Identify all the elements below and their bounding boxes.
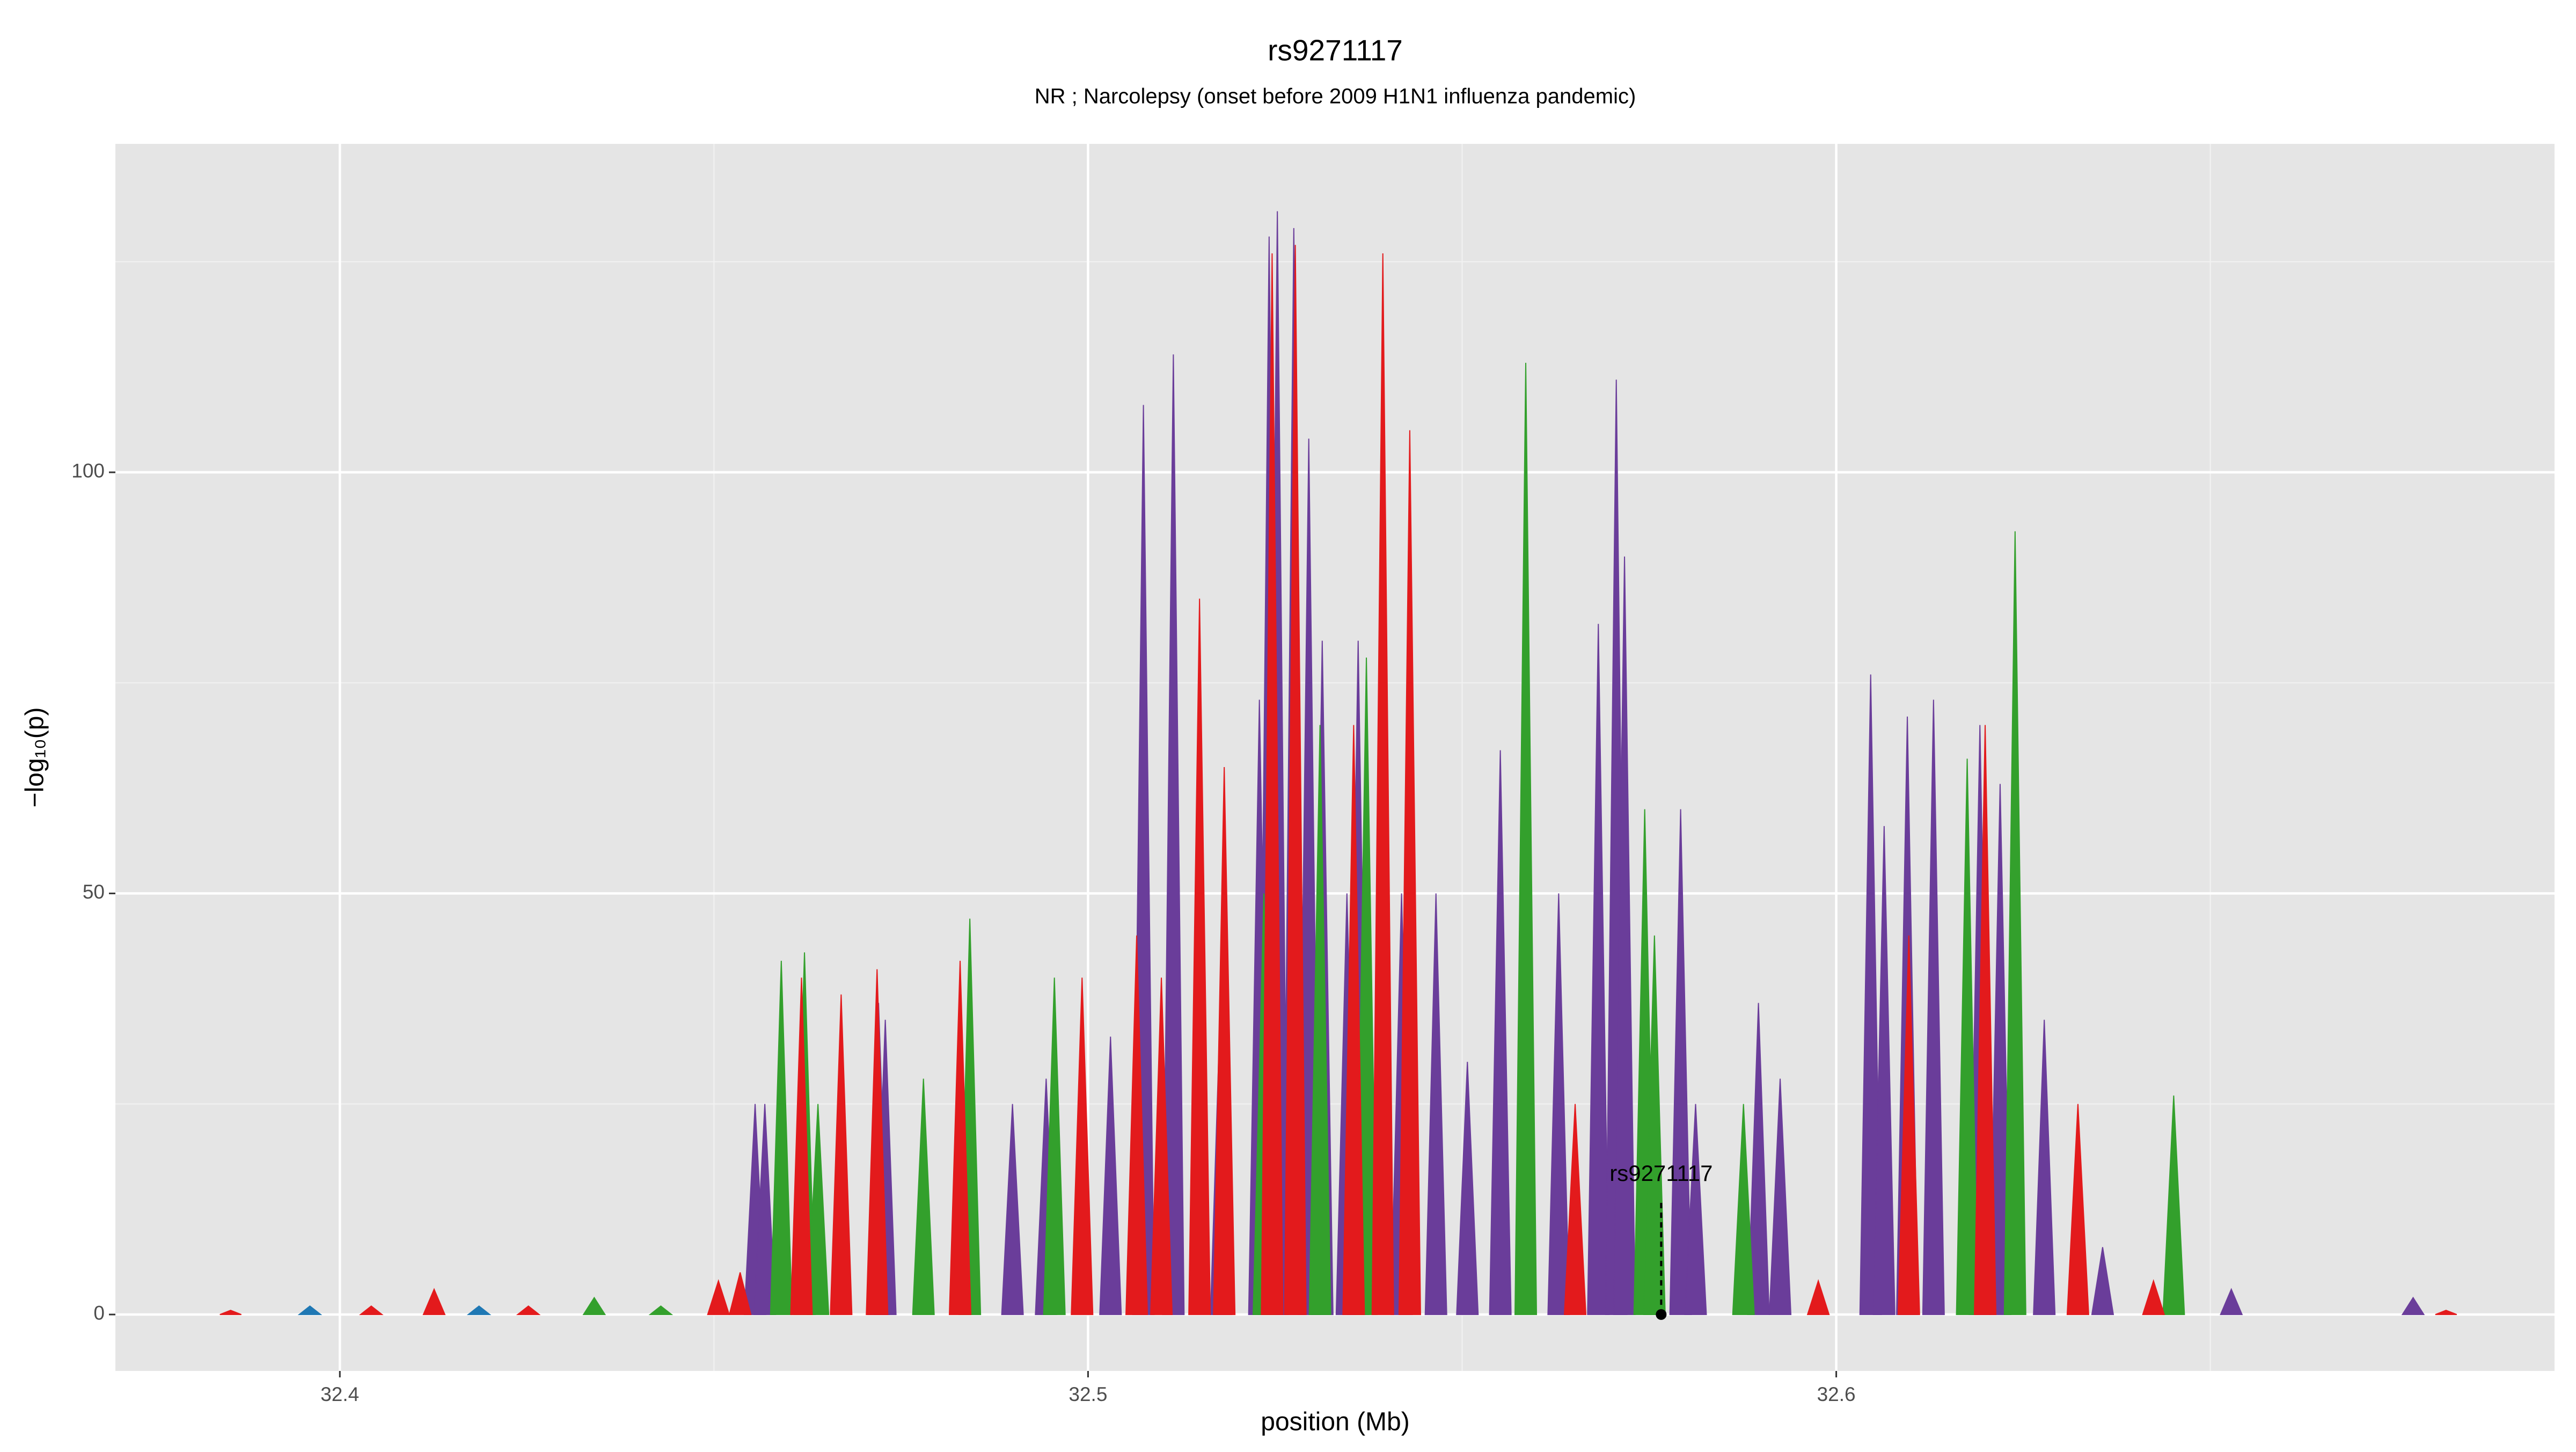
peak [866,969,889,1315]
peak [1261,253,1284,1315]
y-tick-label: 100 [71,460,105,482]
peak [1398,430,1421,1315]
peak [1424,893,1447,1315]
peak [2142,1279,2165,1315]
x-axis-label: position (Mb) [1261,1408,1409,1436]
peak [297,1305,323,1315]
chart-title: rs9271117 [1268,34,1403,67]
peak [1613,556,1636,1315]
peak [466,1305,492,1315]
peak [1125,935,1148,1315]
peak [707,1279,730,1315]
x-tick-label: 32.4 [320,1383,359,1405]
peak [1284,245,1307,1315]
peak [1071,977,1094,1315]
plot-background [115,144,2555,1371]
y-tick-label: 0 [93,1302,105,1324]
peak [1684,1104,1707,1315]
annotation-label: rs9271117 [1609,1161,1713,1186]
peak [912,1078,935,1315]
y-tick-label: 50 [83,881,105,903]
peak [1188,599,1211,1315]
peak [1643,935,1666,1315]
peak [2435,1309,2457,1315]
peak [2033,1019,2056,1315]
peak [1732,1104,1755,1315]
peak [1001,1104,1024,1315]
x-tick-label: 32.6 [1817,1383,1856,1405]
peak [1956,758,1979,1315]
peak [1669,809,1692,1315]
peak [1897,935,1920,1315]
peak [516,1305,541,1315]
peak [1872,826,1896,1315]
peak [1489,750,1512,1315]
peak [422,1288,446,1315]
peak [1043,977,1066,1315]
peak [1922,699,1945,1315]
peak [1308,725,1331,1315]
peak [807,1104,830,1315]
peak [2091,1247,2114,1315]
annotation-point [1656,1309,1667,1320]
peak [2003,531,2026,1315]
peak [2162,1095,2185,1315]
peak [790,977,813,1315]
peak [582,1296,606,1315]
peak [1213,767,1236,1315]
peak [1371,253,1394,1315]
peak [358,1305,384,1315]
peak [1514,362,1538,1315]
peak [2401,1296,2425,1315]
peak [1587,624,1610,1315]
chart-subtitle: NR ; Narcolepsy (onset before 2009 H1N1 … [1035,85,1636,108]
marks [219,211,2457,1315]
peak [1747,1003,1770,1315]
peak [728,1272,752,1315]
peak [1768,1078,1792,1315]
peak [1974,725,1997,1315]
peak [219,1309,242,1315]
peak [1342,725,1365,1315]
peak [1988,784,2011,1315]
y-axis-label: −log₁₀(p) [21,707,49,808]
peak [1099,1037,1122,1315]
peak [1547,893,1570,1315]
peak [2220,1288,2243,1315]
peak [1150,977,1173,1315]
peak [948,960,972,1315]
peak [648,1305,674,1315]
peak [2066,1104,2089,1315]
peak [830,994,853,1315]
x-tick-label: 32.5 [1069,1383,1107,1405]
peak [1859,674,1882,1315]
peak [770,960,793,1315]
peak [1563,1104,1587,1315]
peak [1162,354,1185,1315]
peak [753,1104,777,1315]
peak [1456,1062,1479,1315]
peak [1806,1279,1830,1315]
